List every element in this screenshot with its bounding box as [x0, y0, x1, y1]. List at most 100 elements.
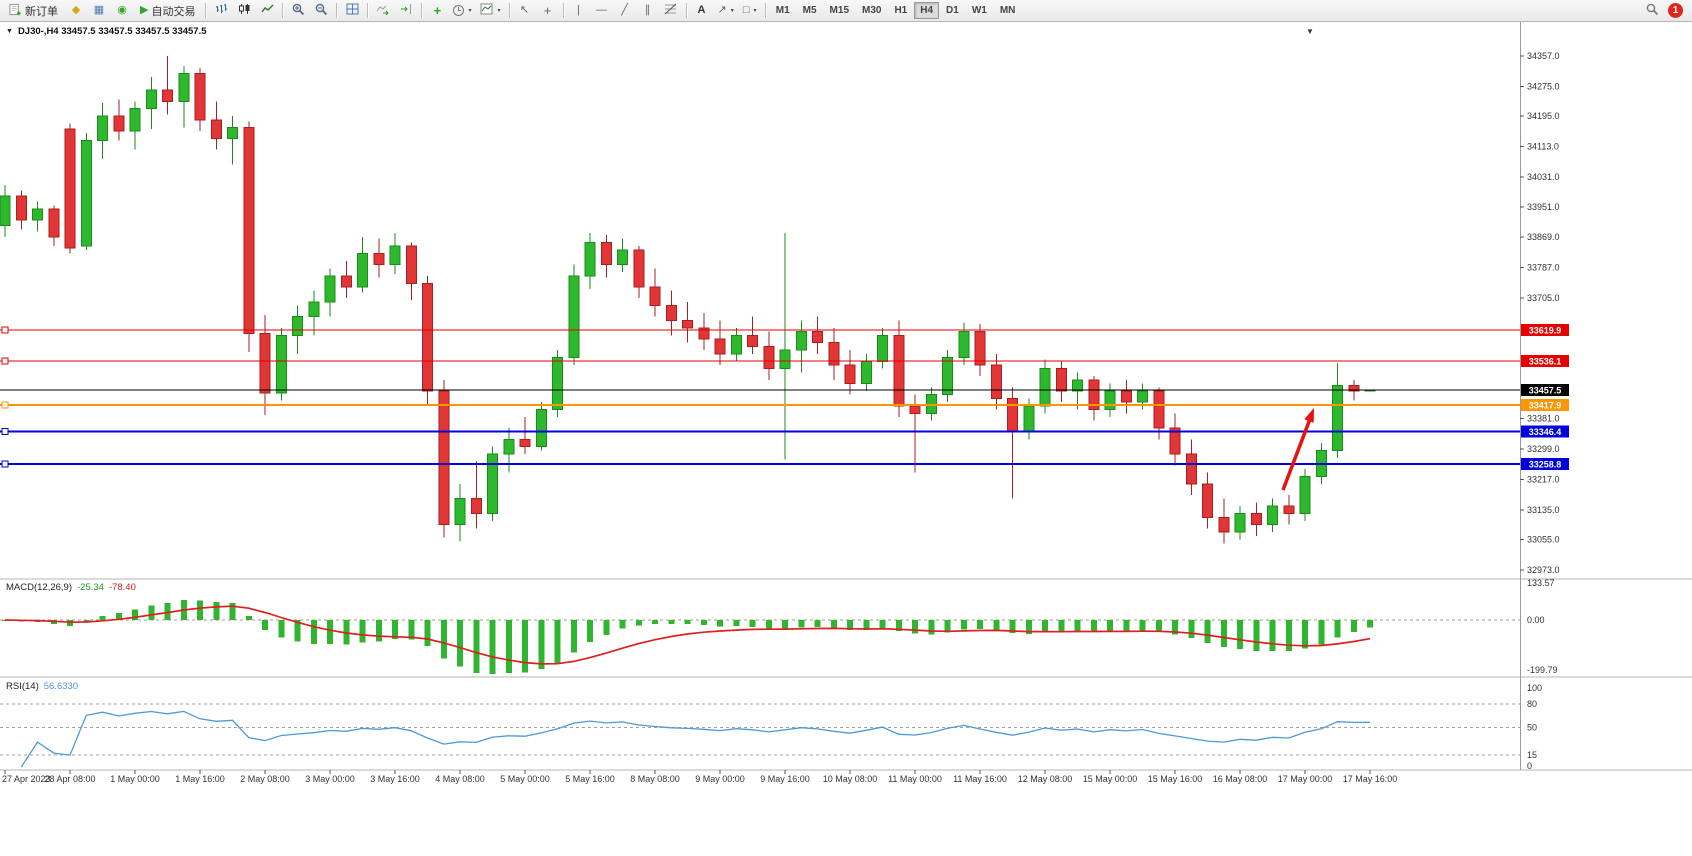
macd-histogram-bar [1367, 620, 1373, 628]
candle-body [275, 334, 287, 394]
macd-histogram-bar [977, 620, 983, 629]
macd-histogram-bar [1123, 620, 1130, 632]
price-tick-label: 34275.0 [1527, 81, 1560, 91]
macd-histogram-bar [782, 620, 788, 629]
macd-histogram-bar [960, 620, 967, 630]
toolbar-separator [421, 3, 423, 18]
chart-shift-icon [399, 3, 413, 18]
macd-axis-label: -199.79 [1527, 665, 1558, 675]
vertical-line-tool-button[interactable]: | [568, 1, 590, 20]
price-tick-label: 34195.0 [1527, 111, 1560, 121]
chevron-down-icon: ▾ [468, 8, 472, 14]
zoom-out-button[interactable] [310, 1, 332, 20]
candle-body [292, 316, 303, 336]
fibonacci-tool-button[interactable] [660, 1, 682, 20]
new-order-label: 新订单 [25, 5, 58, 18]
search-button[interactable] [1641, 1, 1663, 20]
candle-body [877, 334, 888, 362]
level-handle[interactable] [1, 460, 9, 468]
current-price-label [1521, 384, 1569, 397]
macd-histogram-bar [1172, 620, 1178, 635]
level-handle[interactable] [1, 427, 9, 435]
macd-histogram-bar [652, 620, 658, 625]
chart-shift-button[interactable] [395, 1, 417, 20]
macd-histogram-bar [1025, 620, 1032, 634]
candle-body [340, 275, 352, 288]
data-window-button[interactable]: ▦ [88, 1, 110, 20]
arrow-annotation-head[interactable] [1304, 408, 1314, 423]
candle-body [519, 438, 531, 448]
candle-body [552, 357, 563, 411]
notification-badge[interactable]: 1 [1668, 3, 1683, 18]
macd-histogram-bar [359, 620, 366, 643]
candle-body [730, 334, 742, 355]
rsi-axis-label: 50 [1527, 723, 1537, 733]
horizontal-line-tool-button[interactable]: — [591, 1, 613, 20]
candle-body [259, 332, 271, 394]
price-tick-label: 34031.0 [1527, 172, 1560, 182]
trendline-tool-button[interactable]: ╱ [614, 1, 636, 20]
macd-histogram-bar [830, 620, 837, 629]
candle-body [1039, 368, 1051, 407]
auto-scroll-button[interactable] [372, 1, 394, 20]
indicators-button[interactable]: + [426, 1, 448, 20]
macd-histogram-bar [847, 620, 853, 631]
timeframe-m1-button[interactable]: M1 [770, 2, 796, 19]
timeframe-h1-button[interactable]: H1 [888, 2, 913, 19]
timeframe-m15-button[interactable]: M15 [824, 2, 855, 19]
autotrading-button[interactable]: ▶ 自动交易 [134, 1, 201, 20]
templates-button[interactable]: ▾ [476, 1, 504, 20]
time-axis-label: 3 May 16:00 [370, 774, 420, 784]
candle-body [97, 115, 108, 141]
symbol-dropdown-icon[interactable]: ▼ [6, 28, 13, 35]
timeframe-mn-button[interactable]: MN [994, 2, 1022, 19]
line-chart-button[interactable] [256, 1, 278, 20]
search-icon [1646, 3, 1659, 19]
time-axis-label: 8 May 08:00 [630, 774, 680, 784]
toolbar-separator [367, 3, 369, 18]
chart-area[interactable]: 34357.0 34275.0 34195.0 34113.0 34031.0 33951… [0, 22, 1692, 790]
price-tick-label: 34113.0 [1527, 142, 1559, 152]
timeframe-d1-button[interactable]: D1 [940, 2, 965, 19]
crosshair-button[interactable]: + [537, 1, 559, 20]
candle-body [1055, 368, 1067, 392]
macd-histogram-bar [1318, 620, 1325, 645]
tile-windows-button[interactable] [341, 1, 363, 20]
candlestick-chart-button[interactable] [233, 1, 255, 20]
macd-histogram-bar [749, 620, 756, 627]
market-watch-icon: ◆ [71, 4, 81, 16]
shapes-tool-button[interactable]: □ ▾ [739, 1, 761, 20]
zoom-in-button[interactable] [287, 1, 309, 20]
arrow-label-tool-button[interactable]: ↗ ▾ [714, 1, 738, 20]
level-handle[interactable] [1, 326, 9, 334]
new-order-button[interactable]: 新订单 [3, 1, 64, 20]
chevron-down-icon: ▾ [730, 8, 734, 14]
candle-body [438, 390, 450, 526]
time-axis-label: 3 May 00:00 [305, 774, 355, 784]
periods-button[interactable]: ▾ [449, 1, 475, 20]
macd-histogram-bar [1074, 620, 1081, 631]
candle-body [113, 115, 125, 132]
channel-tool-button[interactable]: ∥ [637, 1, 659, 20]
timeframe-w1-button[interactable]: W1 [966, 2, 993, 19]
level-price-text: 33346.4 [1529, 427, 1562, 437]
data-window-icon: ▦ [93, 4, 105, 16]
candle-body [1299, 475, 1311, 515]
candle-body [422, 282, 433, 392]
arrow-annotation-shaft[interactable] [1281, 418, 1312, 491]
timeframe-m30-button[interactable]: M30 [856, 2, 887, 19]
timeframe-m5-button[interactable]: M5 [797, 2, 823, 19]
level-handle[interactable] [1, 401, 9, 409]
market-watch-button[interactable]: ◆ [65, 1, 87, 20]
timeframe-h4-button[interactable]: H4 [914, 2, 940, 19]
text-tool-button[interactable]: A [691, 1, 713, 20]
level-handle[interactable] [1, 357, 9, 365]
macd-histogram-bar [993, 620, 1000, 631]
time-axis-label: 27 Apr 2023 [2, 774, 51, 784]
macd-histogram-bar [457, 620, 463, 667]
navigator-button[interactable]: ◉ [111, 1, 133, 20]
chart-canvas[interactable]: 34357.0 34275.0 34195.0 34113.0 34031.0 33951… [0, 22, 1692, 790]
bar-chart-button[interactable] [210, 1, 232, 20]
macd-histogram-bar [895, 620, 902, 632]
cursor-button[interactable]: ↖ [514, 1, 536, 20]
